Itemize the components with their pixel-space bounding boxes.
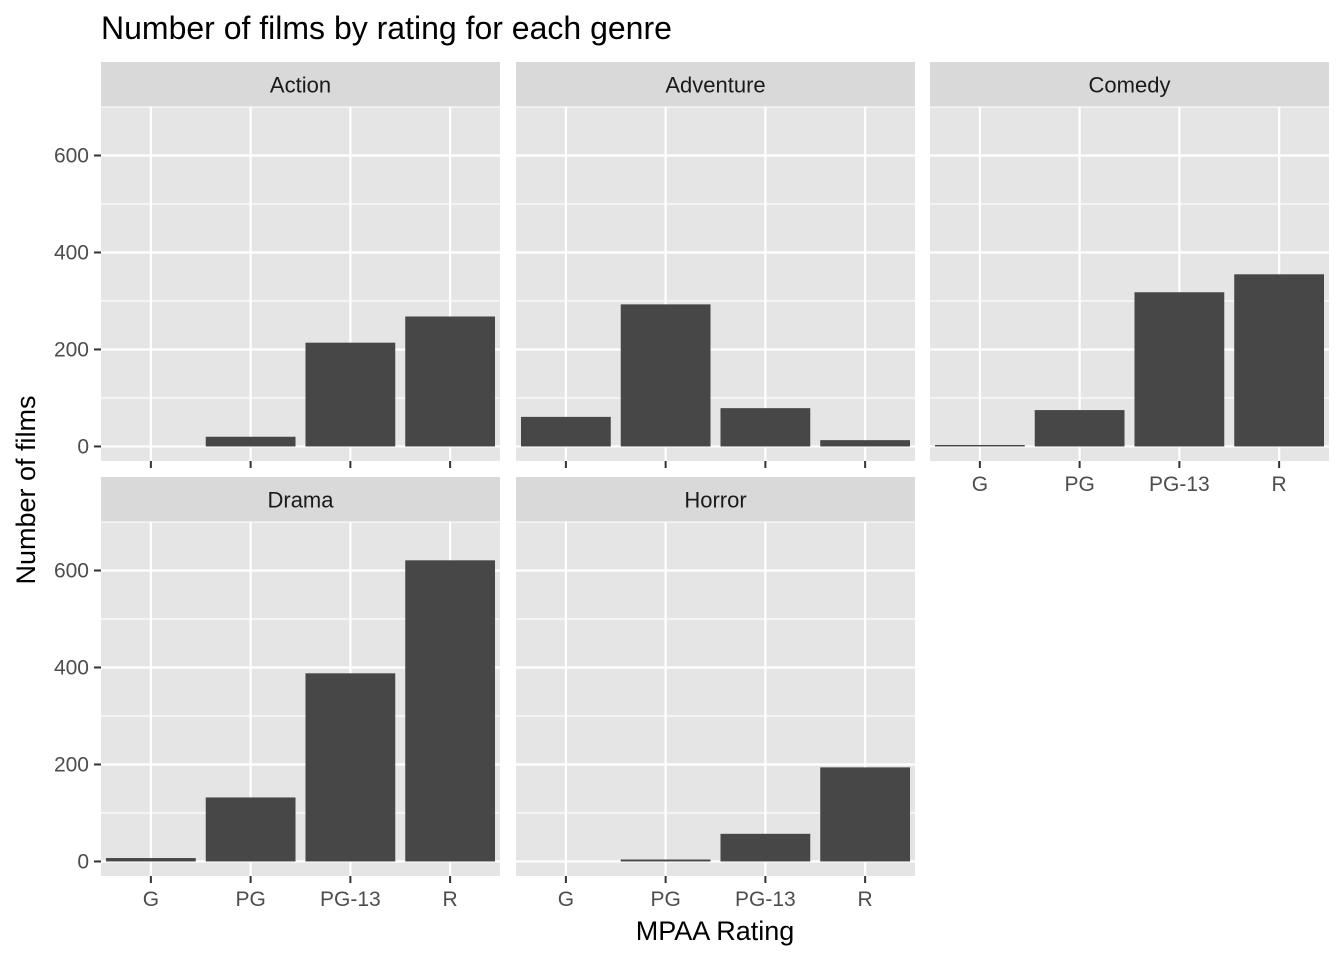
- y-tick-label: 600: [54, 144, 89, 167]
- facet-panel-drama: Drama 0 200 400 600 G PG PG-13 R: [54, 477, 500, 911]
- facet-panel-adventure: Adventure: [516, 62, 915, 468]
- x-tick-label: PG: [235, 888, 265, 911]
- bar: [1134, 292, 1225, 447]
- facet-strip-label: Horror: [684, 488, 746, 513]
- facet-strip: [101, 477, 500, 522]
- facet-panel-action: Action 0 200 400 600: [54, 62, 500, 468]
- x-tick-label: PG: [1064, 473, 1094, 496]
- y-tick-label: 0: [77, 435, 89, 458]
- y-tick-label: 600: [54, 559, 89, 582]
- y-tick-label: 400: [54, 656, 89, 679]
- bar: [520, 416, 611, 447]
- bar: [205, 436, 296, 447]
- bar: [205, 797, 296, 862]
- y-axis-label: Number of films: [11, 395, 41, 584]
- facet-panels: Action 0 200 400 600 Adventure Comedy G PG PG-13 R…: [54, 62, 1329, 911]
- y-tick-label: 400: [54, 241, 89, 264]
- facet-strip-label: Comedy: [1089, 73, 1171, 98]
- bar: [720, 833, 811, 862]
- bar: [405, 560, 496, 862]
- x-tick-label: PG-13: [1149, 473, 1210, 496]
- y-tick-label: 200: [54, 338, 89, 361]
- x-tick-label: R: [858, 888, 873, 911]
- bar: [620, 859, 711, 862]
- bar: [405, 316, 496, 447]
- bar: [305, 673, 396, 862]
- bar: [620, 304, 711, 447]
- facet-panel-comedy: Comedy G PG PG-13 R: [930, 62, 1329, 496]
- facet-strip-label: Action: [270, 73, 331, 98]
- facet-strip-label: Drama: [267, 488, 334, 513]
- facet-strip: [101, 62, 500, 107]
- x-tick-label: R: [443, 888, 458, 911]
- facet-strip: [516, 477, 915, 522]
- chart-title: Number of films by rating for each genre: [101, 10, 672, 46]
- bar: [305, 342, 396, 447]
- bar: [820, 767, 911, 862]
- bar: [820, 440, 911, 447]
- bar: [934, 444, 1025, 447]
- facet-strip: [516, 62, 915, 107]
- x-axis-label: MPAA Rating: [636, 916, 795, 946]
- bar: [1234, 274, 1325, 447]
- facet-strip: [930, 62, 1329, 107]
- x-tick-label: PG-13: [735, 888, 796, 911]
- facet-strip-label: Adventure: [665, 73, 765, 98]
- x-tick-label: G: [558, 888, 574, 911]
- x-tick-label: PG: [650, 888, 680, 911]
- y-tick-label: 200: [54, 753, 89, 776]
- x-tick-label: PG-13: [320, 888, 381, 911]
- facet-panel-horror: Horror G PG PG-13 R: [516, 477, 915, 911]
- x-tick-label: G: [972, 473, 988, 496]
- bar: [720, 408, 811, 447]
- x-tick-label: R: [1272, 473, 1287, 496]
- panel-background: [516, 107, 915, 461]
- y-tick-label: 0: [77, 850, 89, 873]
- bar: [1034, 410, 1125, 447]
- bar: [105, 858, 196, 862]
- x-tick-label: G: [143, 888, 159, 911]
